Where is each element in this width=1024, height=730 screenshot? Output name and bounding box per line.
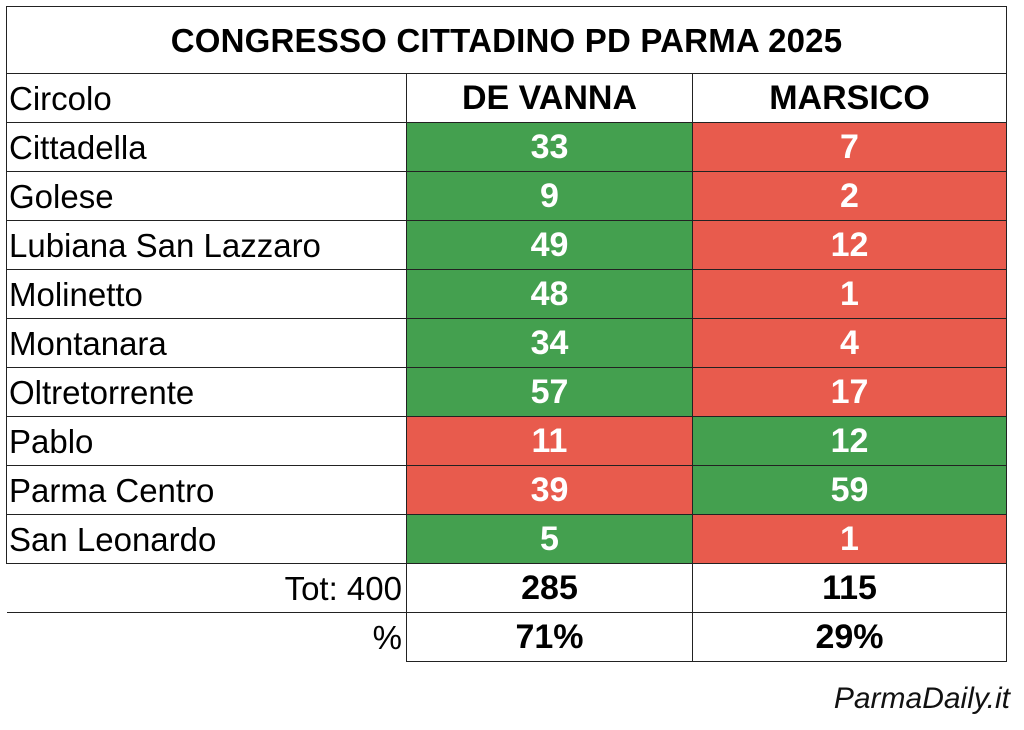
percent-row: % 71% 29%: [6, 612, 1007, 662]
percent-b: 29%: [692, 612, 1007, 662]
votes-candidate-b: 17: [692, 367, 1007, 417]
votes-candidate-b: 1: [692, 514, 1007, 564]
results-table: CONGRESSO CITTADINO PD PARMA 2025 Circol…: [6, 6, 1007, 662]
votes-candidate-a: 9: [406, 171, 693, 221]
votes-candidate-b: 12: [692, 416, 1007, 466]
votes-candidate-b: 12: [692, 220, 1007, 270]
total-label: Tot: 400: [6, 563, 407, 613]
header-candidate-b: MARSICO: [692, 73, 1007, 123]
votes-candidate-a: 57: [406, 367, 693, 417]
votes-candidate-a: 5: [406, 514, 693, 564]
circolo-name: Golese: [6, 171, 407, 221]
table-row: Oltretorrente 57 17: [6, 367, 1007, 417]
table-row: Cittadella 33 7: [6, 122, 1007, 172]
table-row: San Leonardo 5 1: [6, 514, 1007, 564]
total-row: Tot: 400 285 115: [6, 563, 1007, 613]
total-b: 115: [692, 563, 1007, 613]
table-row: Lubiana San Lazzaro 49 12: [6, 220, 1007, 270]
votes-candidate-a: 33: [406, 122, 693, 172]
votes-candidate-a: 34: [406, 318, 693, 368]
circolo-name: Lubiana San Lazzaro: [6, 220, 407, 270]
table-row: Molinetto 48 1: [6, 269, 1007, 319]
votes-candidate-a: 49: [406, 220, 693, 270]
votes-candidate-a: 39: [406, 465, 693, 515]
circolo-name: Parma Centro: [6, 465, 407, 515]
circolo-name: Molinetto: [6, 269, 407, 319]
votes-candidate-b: 4: [692, 318, 1007, 368]
table-row: Pablo 11 12: [6, 416, 1007, 466]
votes-candidate-b: 59: [692, 465, 1007, 515]
watermark-logo: ParmaDaily.it: [833, 682, 1010, 715]
circolo-name: Cittadella: [6, 122, 407, 172]
circolo-name: Pablo: [6, 416, 407, 466]
circolo-name: Montanara: [6, 318, 407, 368]
votes-candidate-b: 2: [692, 171, 1007, 221]
percent-a: 71%: [406, 612, 693, 662]
table-row: Montanara 34 4: [6, 318, 1007, 368]
header-row: Circolo DE VANNA MARSICO: [6, 73, 1007, 123]
table-row: Parma Centro 39 59: [6, 465, 1007, 515]
total-a: 285: [406, 563, 693, 613]
circolo-name: San Leonardo: [6, 514, 407, 564]
header-candidate-a: DE VANNA: [406, 73, 693, 123]
header-circolo: Circolo: [6, 73, 407, 123]
percent-label: %: [6, 612, 407, 662]
votes-candidate-a: 11: [406, 416, 693, 466]
table-row: Golese 9 2: [6, 171, 1007, 221]
table-title: CONGRESSO CITTADINO PD PARMA 2025: [6, 6, 1007, 74]
circolo-name: Oltretorrente: [6, 367, 407, 417]
votes-candidate-b: 1: [692, 269, 1007, 319]
votes-candidate-b: 7: [692, 122, 1007, 172]
title-row: CONGRESSO CITTADINO PD PARMA 2025: [6, 6, 1007, 74]
votes-candidate-a: 48: [406, 269, 693, 319]
